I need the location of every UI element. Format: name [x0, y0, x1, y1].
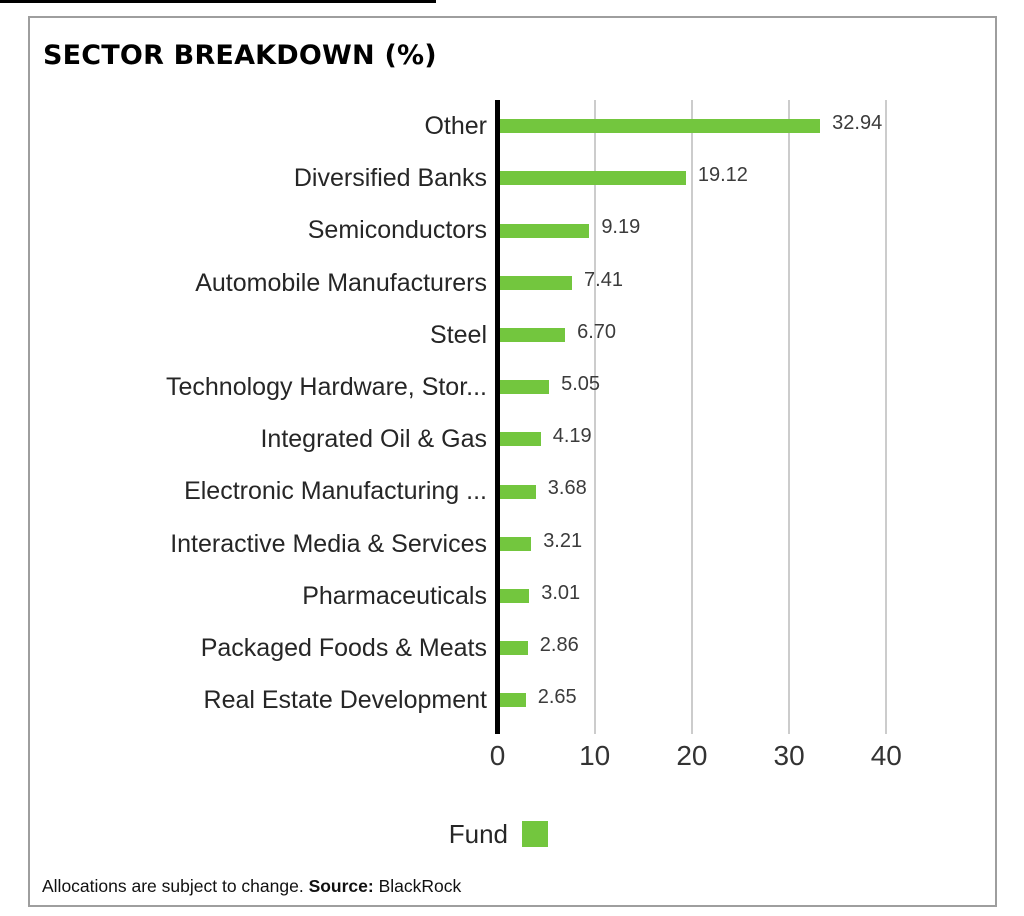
- bar: [500, 275, 573, 290]
- x-axis-tick-label: 40: [870, 740, 902, 771]
- x-axis-tick-label: 10: [579, 740, 611, 771]
- bar-value-label: 5.05: [561, 373, 601, 395]
- bar: [500, 693, 526, 708]
- bar-value-label: 3.01: [541, 581, 581, 604]
- x-axis-tick-label: 0: [489, 740, 506, 771]
- chart-panel: SECTOR BREAKDOWN (%) Other 32.94 Diversifi…: [28, 16, 997, 907]
- footnote: Allocations are subject to change. Sourc…: [42, 876, 461, 897]
- source-value: BlackRock: [373, 876, 462, 896]
- x-axis-tick-label: 30: [773, 740, 805, 771]
- bar: [500, 327, 566, 342]
- bar-value-label: 7.41: [584, 268, 623, 291]
- bar-category-label: Integrated Oil & Gas: [260, 425, 487, 454]
- bar: [500, 484, 536, 499]
- x-axis-tick-label: 20: [676, 740, 708, 771]
- bar: [500, 119, 821, 134]
- bar-value-label: 4.19: [552, 425, 592, 448]
- bar-category-label: Automobile Manufacturers: [195, 268, 487, 297]
- bar-category-label: Steel: [430, 320, 487, 349]
- legend: Fund: [310, 818, 548, 850]
- bar-category-label: Technology Hardware, Stor...: [166, 373, 487, 401]
- bar-value-label: 3.68: [547, 477, 587, 500]
- bar: [500, 588, 530, 603]
- bar-value-label: 32.94: [832, 112, 883, 134]
- bar-chart-plot-area: Other 32.94 Diversified Banks 19.12 Semicond…: [30, 18, 995, 905]
- chart-title: SECTOR BREAKDOWN (%): [43, 40, 437, 71]
- bar-value-label: 3.21: [543, 529, 583, 552]
- bar: [500, 432, 541, 447]
- bar-category-label: Semiconductors: [307, 216, 487, 245]
- bar-category-label: Diversified Banks: [293, 164, 487, 193]
- bar-value-label: 6.70: [577, 320, 617, 343]
- bar-value-label: 2.65: [537, 686, 577, 709]
- x-gridline: [788, 100, 791, 734]
- legend-swatch: [522, 821, 548, 847]
- y-axis-line: [495, 100, 500, 734]
- x-gridline: [690, 100, 693, 734]
- bar: [500, 223, 590, 238]
- bar-category-label: Pharmaceuticals: [302, 581, 487, 610]
- bar-category-label: Packaged Foods & Meats: [200, 634, 487, 662]
- x-gridline: [885, 100, 888, 734]
- x-gridline: [593, 100, 596, 734]
- source-label: Source:: [308, 876, 374, 896]
- bar: [500, 641, 528, 656]
- bar-value-label: 2.86: [539, 634, 579, 656]
- bar-value-label: 9.19: [601, 216, 641, 239]
- footnote-text: Allocations are subject to change.: [42, 876, 309, 896]
- legend-label: Fund: [448, 818, 508, 849]
- bar-category-label: Real Estate Development: [203, 686, 487, 715]
- bar-category-label: Interactive Media & Services: [170, 529, 487, 558]
- top-partial-rule: [0, 0, 436, 3]
- bar: [500, 171, 686, 186]
- bar: [500, 536, 532, 551]
- bar: [500, 380, 550, 395]
- bar-value-label: 19.12: [697, 164, 748, 187]
- bar-category-label: Other: [424, 112, 487, 140]
- bar-category-label: Electronic Manufacturing ...: [184, 477, 487, 506]
